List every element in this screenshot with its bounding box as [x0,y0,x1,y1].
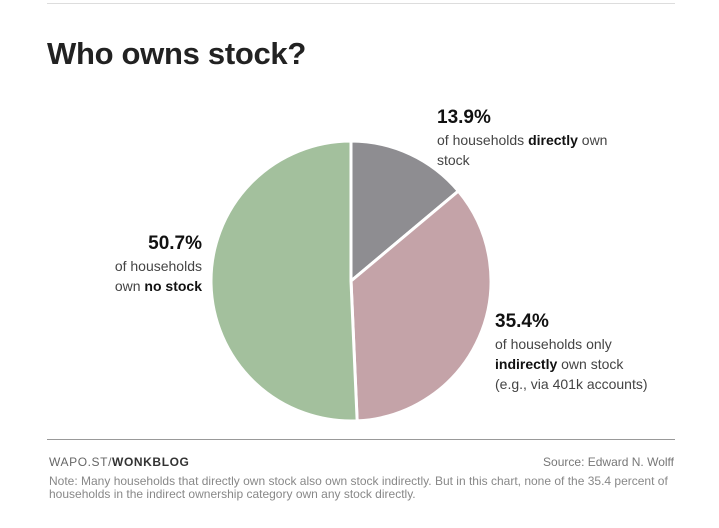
indirect-percent: 35.4% [495,311,549,332]
callout-no-stock: 50.7% of households own no stock [90,232,202,296]
top-divider [47,3,675,4]
indirect-bold: indirectly [495,356,558,372]
pie-slices [209,139,493,423]
footnote: Note: Many households that directly own … [49,474,668,501]
direct-description: of households directly own stock [437,130,637,170]
callout-indirect: 35.4% of households only indirectly own … [495,310,685,394]
no-stock-line2-pre: own [114,278,145,294]
direct-pre: of households [437,132,529,148]
brand-prefix: WAPO.ST/ [49,455,113,469]
no-stock-bold: no stock [144,278,202,294]
callout-direct: 13.9% of households directly own stock [437,106,637,170]
chart-title: Who owns stock? [47,36,307,71]
pie-slice-2 [209,139,359,423]
indirect-line1: of households only [495,336,612,352]
no-stock-description: of households own no stock [90,256,202,296]
direct-bold: directly [528,132,578,148]
source-text: Source: Edward N. Wolff [543,455,674,469]
indirect-line3: (e.g., via 401k accounts) [495,376,648,392]
direct-post: own stock [437,132,608,168]
pie-slice-0 [349,139,460,283]
indirect-description: of households only indirectly own stock … [495,334,685,394]
pie-slice-1 [349,189,493,423]
no-stock-percent: 50.7% [148,233,202,254]
no-stock-line1: of households [114,258,202,274]
indirect-post: own stock [557,356,624,372]
direct-percent: 13.9% [437,107,491,128]
bottom-divider [47,439,675,440]
brand-credit[interactable]: WAPO.ST/WONKBLOG [49,455,190,469]
brand-bold: WONKBLOG [112,455,190,469]
